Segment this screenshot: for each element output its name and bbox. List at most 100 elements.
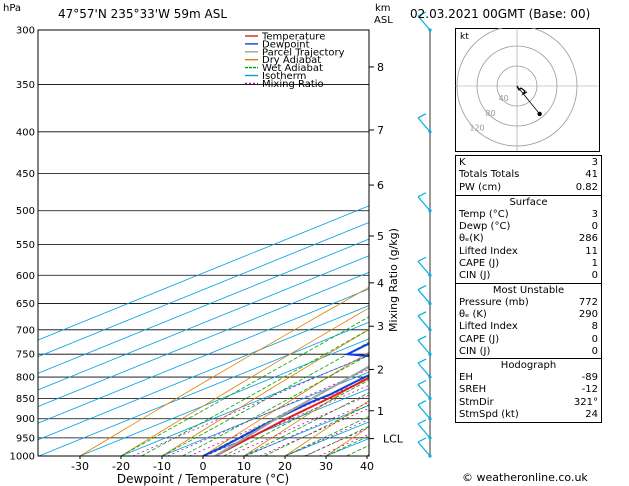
surface-index-label: Temp (°C): [459, 208, 509, 220]
asl-label: ASL: [374, 15, 393, 26]
pressure-tick-label: 700: [16, 325, 35, 336]
isotherm-line: [38, 305, 369, 441]
surface-index-value: 3: [591, 208, 598, 220]
most-unstable-title: Most Unstable: [492, 284, 565, 296]
indices-panel: K 3 Totals Totals 41 PW (cm) 0.82 Surface Tem…: [455, 155, 602, 424]
hodograph-index-label: EH: [459, 372, 473, 384]
unstable-index-label: Lifted Index: [459, 321, 518, 333]
mixing-ratio-line: [259, 407, 369, 456]
km-label: km: [375, 3, 391, 14]
mixing-ratio-label: 3: [606, 267, 610, 275]
isotherm-line: [38, 288, 369, 424]
hodograph-kt-label: kt: [460, 32, 469, 42]
hodograph-index-row: StmDir 321°: [456, 397, 601, 409]
wind-barb: [417, 335, 432, 356]
pressure-tick-label: 350: [16, 80, 35, 91]
basic-index-value: 0.82: [575, 181, 598, 193]
pressure-tick-label: 750: [16, 350, 35, 361]
pressure-tick-label: 650: [16, 299, 35, 310]
isotherm-line: [38, 321, 369, 456]
temp-tick-label: 40: [360, 460, 374, 473]
unstable-index-row: CAPE (J) 0: [456, 334, 601, 346]
mixing-ratio-line: [245, 402, 369, 456]
hodograph-section: Hodograph EH -89 SREH -12 StmDir 321° StmSpd (…: [456, 358, 601, 422]
legend-entry: Dry Adiabat: [262, 55, 321, 66]
dry-adiabat-line: [243, 375, 369, 456]
dry-adiabat-line: [161, 329, 369, 456]
surface-index-value: 286: [578, 233, 598, 245]
legend-entry: Isotherm: [262, 71, 306, 82]
basic-index-label: K: [459, 157, 466, 168]
wet-adiabat-line: [243, 392, 369, 456]
isotherm-line: [38, 271, 369, 407]
legend-entry: Wet Adiabat: [262, 63, 323, 74]
basic-index-value: 3: [591, 157, 598, 168]
km-tick-label: 8: [377, 61, 384, 74]
isotherm-line: [38, 255, 369, 391]
mixing-ratio-line: [189, 378, 369, 456]
mixing-ratio-axis-label: Mixing Ratio (g/kg): [387, 228, 400, 332]
unstable-index-value: 0: [591, 345, 598, 357]
km-tick-label: 4: [377, 277, 384, 290]
surface-index-row: CAPE (J) 1: [456, 258, 601, 270]
legend-entry: Dewpoint: [262, 39, 310, 50]
pressure-tick-label: 450: [16, 169, 35, 180]
isotherm-line: [38, 205, 369, 341]
mixing-ratio-line: [132, 354, 369, 456]
pressure-tick-label: 550: [16, 240, 35, 251]
isotherm-line: [38, 221, 369, 358]
hodograph-title: Hodograph: [500, 360, 557, 372]
dry-adiabat-line: [202, 351, 369, 456]
wind-barb: [417, 419, 432, 440]
surface-section: Surface Temp (°C) 3 Dewp (°C) 0 θₑ(K) 286 Lift…: [456, 194, 601, 283]
temp-tick-label: 10: [237, 460, 251, 473]
datetime-title: 02.03.2021 00GMT (Base: 00): [410, 7, 591, 21]
basic-index-label: PW (cm): [459, 181, 502, 193]
mixing-ratio-line: [228, 394, 369, 456]
legend-entry: Parcel Trajectory: [262, 47, 345, 58]
km-tick-label: LCL: [383, 433, 404, 446]
wind-barb: [417, 311, 432, 332]
surface-index-label: Dewp (°C): [459, 221, 511, 233]
wind-barb: [417, 358, 432, 379]
surface-index-row: Dewp (°C) 0: [456, 221, 601, 233]
storm-motion-line: [516, 85, 540, 115]
km-tick-label: 1: [377, 405, 384, 418]
temp-tick-label: 0: [200, 460, 207, 473]
unstable-index-value: 772: [578, 296, 598, 308]
surface-index-value: 11: [585, 245, 598, 257]
dry-adiabat-line: [120, 307, 369, 456]
hodograph-index-row: EH -89: [456, 372, 601, 384]
hodograph-index-value: 24: [585, 409, 598, 421]
unstable-index-label: CIN (J): [459, 345, 491, 357]
temp-tick-label: -30: [71, 460, 89, 473]
wind-barb: [417, 11, 432, 32]
location-title: 47°57'N 235°33'W 59m ASL: [58, 7, 228, 21]
hodograph-ring-label: 80: [485, 109, 495, 118]
unstable-index-row: Pressure (mb) 772: [456, 297, 601, 309]
storm-motion-dot: [537, 111, 542, 117]
wind-barb: [417, 437, 432, 458]
wind-barb: [417, 285, 432, 306]
wet-adiabat-line: [182, 354, 369, 456]
surface-index-value: 0: [591, 270, 598, 282]
hodograph-index-row: StmSpd (kt) 24: [456, 409, 601, 421]
wind-barb: [417, 192, 432, 213]
surface-index-row: CIN (J) 0: [456, 270, 601, 282]
basic-index-row: Totals Totals 41: [456, 169, 601, 181]
dry-adiabat-line: [613, 30, 629, 456]
pressure-tick-label: 950: [16, 433, 35, 444]
wind-barb: [417, 256, 432, 277]
wind-barb: [417, 379, 432, 401]
wind-barb: [417, 113, 432, 134]
wet-adiabat-line: [141, 328, 369, 456]
pressure-tick-label: 500: [16, 206, 35, 217]
pressure-tick-label: 900: [16, 414, 35, 425]
surface-index-label: CIN (J): [459, 270, 491, 282]
temp-tick-label: -10: [153, 460, 171, 473]
copyright-footer: © weatheronline.co.uk: [462, 471, 588, 484]
most-unstable-section: Most Unstable Pressure (mb) 772 θₑ (K) 290 L…: [456, 282, 601, 358]
temp-tick-label: -20: [112, 460, 130, 473]
